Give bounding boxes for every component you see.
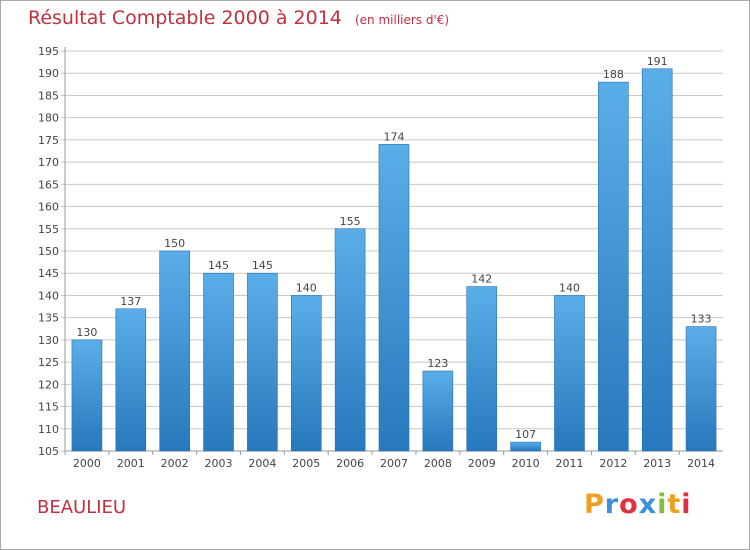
chart-title-bar: Résultat Comptable 2000 à 2014 (en milli… (28, 7, 449, 29)
logo-letter: x (638, 489, 658, 520)
proxiti-logo: Proxiti (584, 489, 692, 520)
x-tick-label: 2005 (292, 457, 320, 470)
x-tick-label: 2013 (643, 457, 671, 470)
bar-value-label: 107 (515, 428, 536, 441)
commune-name: BEAULIEU (37, 497, 127, 518)
bar (554, 295, 585, 452)
x-tick-label: 2004 (248, 457, 276, 470)
y-tick-label: 185 (38, 89, 59, 102)
bar (159, 250, 190, 452)
logo-letter: t (667, 489, 682, 520)
bar-value-label: 145 (208, 259, 229, 272)
bar (290, 295, 322, 452)
bar (598, 81, 629, 452)
bar-value-label: 188 (603, 68, 624, 81)
y-tick-label: 115 (38, 401, 59, 414)
x-tick-label: 2007 (380, 457, 408, 470)
y-tick-label: 145 (38, 267, 59, 280)
bar-value-label: 133 (691, 313, 712, 326)
bar (685, 326, 717, 452)
y-tick-label: 170 (38, 156, 59, 169)
x-tick-label: 2012 (599, 457, 627, 470)
x-tick-label: 2002 (161, 457, 189, 470)
logo-letter: P (584, 489, 605, 520)
logo-letter: r (604, 489, 620, 520)
bar-value-label: 150 (164, 237, 185, 250)
y-tick-label: 155 (38, 223, 59, 236)
bar (510, 441, 541, 452)
y-tick-label: 150 (38, 245, 59, 258)
bar-value-label: 145 (252, 259, 273, 272)
logo-letter: i (657, 489, 668, 520)
bar (334, 228, 366, 452)
bar-value-label: 123 (427, 357, 448, 370)
bar-value-label: 174 (384, 130, 405, 143)
x-tick-label: 2006 (336, 457, 364, 470)
bar (71, 339, 103, 452)
y-tick-label: 180 (38, 112, 59, 125)
y-tick-label: 195 (38, 45, 59, 58)
y-tick-label: 160 (38, 201, 59, 214)
x-tick-label: 2009 (468, 457, 496, 470)
y-tick-label: 105 (38, 445, 59, 458)
x-tick-label: 2010 (512, 457, 540, 470)
bar (422, 370, 454, 452)
bar (641, 68, 673, 452)
y-tick-label: 125 (38, 356, 59, 369)
bar (247, 272, 278, 452)
x-tick-label: 2000 (73, 457, 101, 470)
bar-value-label: 140 (296, 281, 317, 294)
x-tick-label: 2011 (555, 457, 583, 470)
x-tick-label: 2014 (687, 457, 715, 470)
bar-value-label: 130 (76, 326, 97, 339)
bar-value-label: 140 (559, 281, 580, 294)
bar-value-label: 191 (647, 55, 668, 68)
bar (115, 308, 147, 452)
logo-letter: o (619, 489, 639, 520)
chart-title: Résultat Comptable 2000 à 2014 (28, 7, 342, 29)
y-tick-label: 140 (38, 289, 59, 302)
logo-letter: i (681, 489, 692, 520)
bar (378, 144, 410, 452)
x-tick-label: 2001 (117, 457, 145, 470)
bar (203, 272, 234, 452)
x-tick-label: 2008 (424, 457, 452, 470)
y-tick-label: 120 (38, 378, 59, 391)
y-tick-label: 190 (38, 67, 59, 80)
bar-value-label: 137 (120, 295, 141, 308)
y-tick-label: 130 (38, 334, 59, 347)
y-tick-label: 110 (38, 423, 59, 436)
chart-unit: (en milliers d'€) (354, 13, 450, 27)
y-tick-label: 135 (38, 312, 59, 325)
y-tick-label: 165 (38, 178, 59, 191)
bar-value-label: 142 (471, 273, 492, 286)
y-tick-label: 175 (38, 134, 59, 147)
bar (466, 286, 498, 452)
x-tick-label: 2003 (205, 457, 233, 470)
bar-value-label: 155 (340, 215, 361, 228)
